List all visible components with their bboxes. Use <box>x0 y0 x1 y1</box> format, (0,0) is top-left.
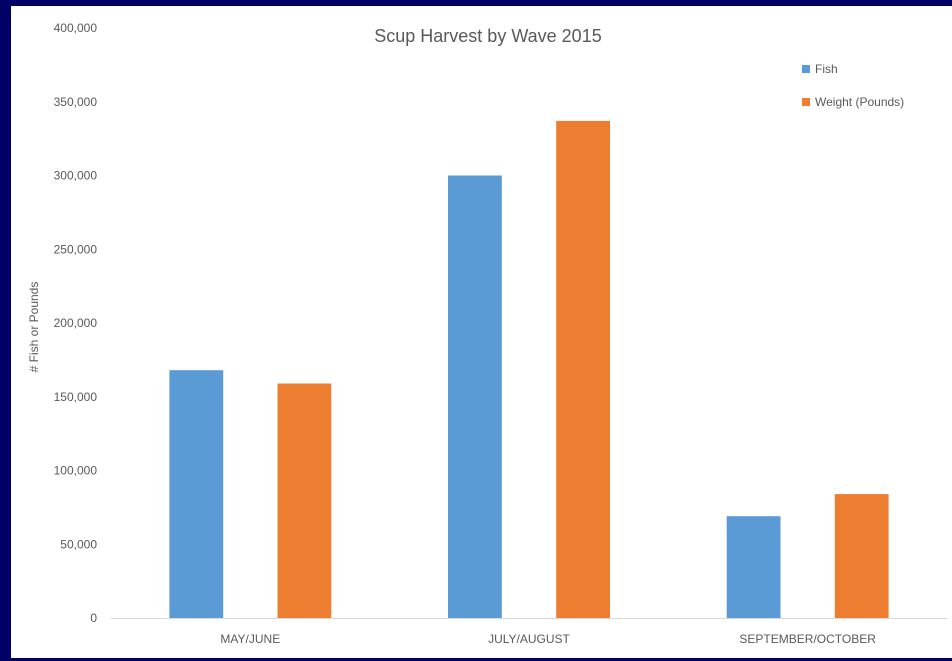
y-tick-label: 50,000 <box>60 537 97 551</box>
bar-fish <box>726 516 781 618</box>
x-tick-label: SEPTEMBER/OCTOBER <box>739 632 876 646</box>
bar-fish <box>169 370 224 618</box>
x-axis-ticks: MAY/JUNE JULY/AUGUST SEPTEMBER/OCTOBER <box>220 632 876 646</box>
legend-label-fish: Fish <box>815 62 838 76</box>
bar-weight <box>277 383 332 618</box>
y-tick-label: 0 <box>90 611 97 625</box>
y-tick-label: 300,000 <box>54 169 98 183</box>
bar-weight <box>834 494 889 618</box>
y-tick-label: 100,000 <box>54 464 98 478</box>
bar-fish <box>448 175 502 618</box>
chart-title: Scup Harvest by Wave 2015 <box>374 26 601 46</box>
y-axis-ticks: 0 50,000 100,000 150,000 200,000 250,000 300,0… <box>54 21 98 625</box>
y-axis-title: # Fish or Pounds <box>27 282 41 373</box>
bar-weight <box>556 120 610 619</box>
y-tick-label: 350,000 <box>54 95 98 109</box>
chart-frame: Scup Harvest by Wave 2015 # Fish or Poun… <box>11 6 952 658</box>
y-tick-label: 200,000 <box>54 316 98 330</box>
legend: Fish Weight (Pounds) <box>802 62 904 109</box>
y-tick-label: 150,000 <box>54 390 98 404</box>
x-tick-label: MAY/JUNE <box>220 632 280 646</box>
x-tick-label: JULY/AUGUST <box>488 632 570 646</box>
bar-chart: Scup Harvest by Wave 2015 # Fish or Poun… <box>27 21 947 646</box>
legend-swatch-weight <box>802 98 810 106</box>
legend-label-weight: Weight (Pounds) <box>815 95 904 109</box>
y-tick-label: 400,000 <box>54 21 98 35</box>
bars-group <box>169 120 889 619</box>
legend-swatch-fish <box>802 65 810 73</box>
y-tick-label: 250,000 <box>54 242 98 256</box>
